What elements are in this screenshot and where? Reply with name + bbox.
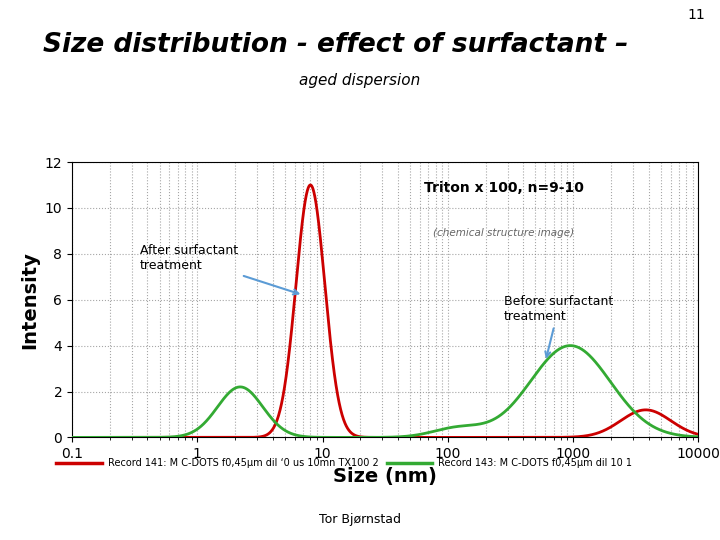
Text: (chemical structure image): (chemical structure image) (433, 228, 575, 238)
Text: Before surfactant
treatment: Before surfactant treatment (504, 295, 613, 357)
Text: 11: 11 (688, 8, 706, 22)
Text: Size distribution - effect of surfactant –: Size distribution - effect of surfactant… (43, 32, 629, 58)
Text: Record 143: M C-DOTS f0,45µm dil 10 1: Record 143: M C-DOTS f0,45µm dil 10 1 (438, 458, 632, 468)
X-axis label: Size (nm): Size (nm) (333, 467, 437, 485)
Text: Tor Bjørnstad: Tor Bjørnstad (319, 514, 401, 526)
Text: aged dispersion: aged dispersion (300, 73, 420, 88)
Text: Record 141: M C-DOTS f0,45µm dil ‘0 us 10mn TX100 2: Record 141: M C-DOTS f0,45µm dil ‘0 us 1… (108, 458, 379, 468)
Text: Triton x 100, n=9-10: Triton x 100, n=9-10 (424, 181, 584, 195)
Text: After surfactant
treatment: After surfactant treatment (140, 245, 298, 294)
Y-axis label: Intensity: Intensity (20, 251, 39, 349)
